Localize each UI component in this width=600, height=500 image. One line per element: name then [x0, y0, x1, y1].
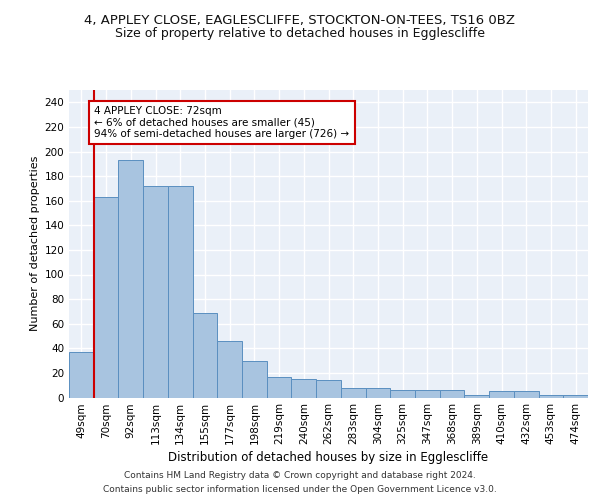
Bar: [143, 186, 168, 398]
Bar: [193, 312, 217, 398]
Bar: [514, 392, 539, 398]
Bar: [242, 360, 267, 398]
Bar: [341, 388, 365, 398]
Bar: [292, 379, 316, 398]
Bar: [69, 352, 94, 398]
Bar: [415, 390, 440, 398]
Bar: [440, 390, 464, 398]
Text: Contains HM Land Registry data © Crown copyright and database right 2024.
Contai: Contains HM Land Registry data © Crown c…: [103, 472, 497, 494]
Bar: [94, 197, 118, 398]
Bar: [267, 376, 292, 398]
Bar: [118, 160, 143, 398]
Y-axis label: Number of detached properties: Number of detached properties: [30, 156, 40, 332]
Text: Size of property relative to detached houses in Egglescliffe: Size of property relative to detached ho…: [115, 28, 485, 40]
Bar: [563, 395, 588, 398]
Bar: [539, 395, 563, 398]
Bar: [489, 392, 514, 398]
Bar: [365, 388, 390, 398]
X-axis label: Distribution of detached houses by size in Egglescliffe: Distribution of detached houses by size …: [169, 452, 488, 464]
Bar: [168, 186, 193, 398]
Bar: [316, 380, 341, 398]
Bar: [390, 390, 415, 398]
Bar: [464, 395, 489, 398]
Bar: [217, 341, 242, 398]
Text: 4, APPLEY CLOSE, EAGLESCLIFFE, STOCKTON-ON-TEES, TS16 0BZ: 4, APPLEY CLOSE, EAGLESCLIFFE, STOCKTON-…: [85, 14, 515, 27]
Text: 4 APPLEY CLOSE: 72sqm
← 6% of detached houses are smaller (45)
94% of semi-detac: 4 APPLEY CLOSE: 72sqm ← 6% of detached h…: [94, 106, 349, 139]
